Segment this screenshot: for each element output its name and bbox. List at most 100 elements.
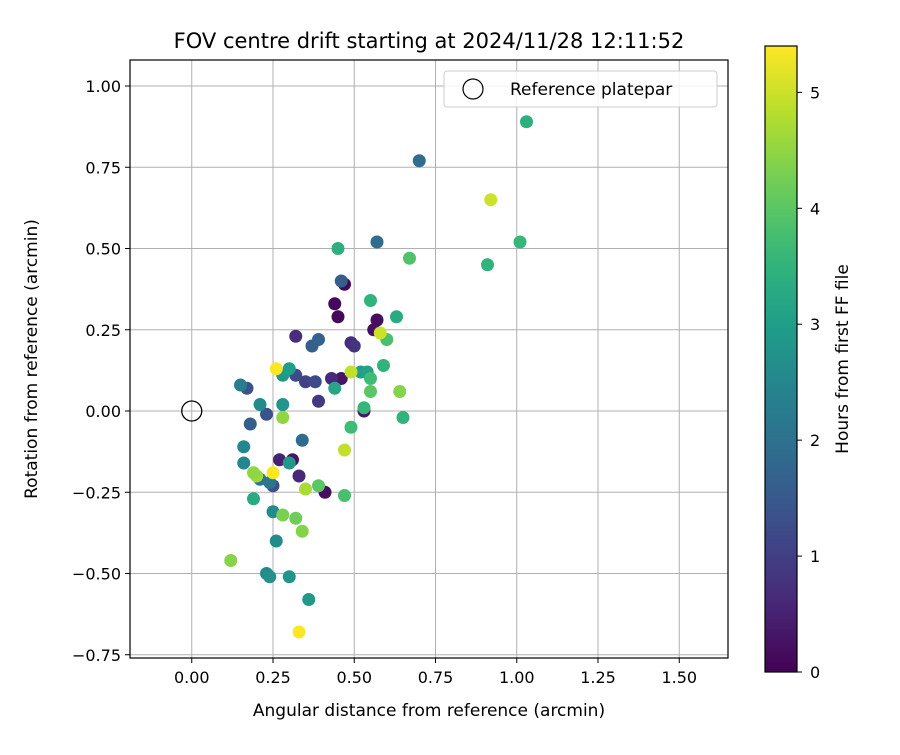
reference-platepar-marker — [181, 400, 203, 422]
colorbar-gradient — [765, 46, 797, 672]
data-point — [276, 411, 290, 424]
colorbar-tick-label: 0 — [810, 663, 820, 682]
data-point — [289, 511, 303, 525]
data-point — [364, 294, 377, 307]
colorbar-tick-label: 4 — [810, 199, 820, 218]
colorbar-tick-label: 2 — [810, 431, 820, 450]
data-point — [263, 570, 277, 584]
x-tick-label: 1.25 — [580, 668, 616, 687]
data-point — [403, 251, 416, 265]
data-point — [247, 466, 260, 480]
y-tick-label: −0.75 — [72, 646, 121, 665]
colorbar-frame — [764, 45, 798, 673]
chart-title: FOV centre drift starting at 2024/11/28 … — [174, 29, 685, 53]
data-point — [377, 359, 390, 372]
data-point — [292, 469, 306, 483]
data-point — [312, 394, 325, 408]
legend-box — [443, 70, 718, 108]
data-point — [282, 362, 296, 376]
data-point — [295, 433, 309, 447]
data-point — [253, 398, 267, 411]
data-point — [393, 385, 407, 398]
y-tick-label: −0.25 — [72, 483, 121, 502]
data-points — [224, 115, 533, 639]
data-point — [396, 411, 410, 424]
data-point — [237, 456, 251, 470]
data-point — [334, 274, 348, 288]
data-point — [302, 593, 316, 606]
data-point — [373, 326, 387, 340]
data-point — [338, 443, 351, 457]
data-point — [269, 534, 283, 548]
legend: Reference platepar — [443, 70, 718, 108]
data-point — [234, 378, 247, 392]
colorbar-tick-label: 3 — [810, 315, 820, 334]
data-point — [357, 401, 371, 415]
y-tick-label: 1.00 — [85, 77, 121, 96]
grid — [130, 60, 728, 658]
data-point — [289, 329, 303, 343]
data-point — [308, 375, 322, 389]
data-point — [390, 310, 403, 324]
colorbar-tick-label: 5 — [810, 83, 820, 102]
colorbar-label: Hours from first FF file — [833, 264, 853, 454]
data-point — [282, 456, 296, 470]
data-point — [331, 242, 345, 255]
y-tick-label: 0.00 — [85, 402, 121, 421]
y-tick-label: 0.25 — [85, 321, 121, 340]
data-point — [347, 339, 361, 353]
data-point — [364, 372, 377, 385]
x-tick-label: 0.25 — [255, 668, 291, 687]
legend-label: Reference platepar — [510, 80, 672, 100]
colorbar-tick-label: 1 — [810, 547, 820, 566]
data-point — [243, 417, 257, 431]
data-point — [484, 193, 498, 207]
data-point — [520, 115, 533, 129]
data-point — [299, 375, 312, 389]
colorbar: 0 1 2 3 4 5 Hours from first FF file — [764, 45, 853, 682]
data-point — [224, 554, 238, 567]
legend-marker-icon — [462, 78, 484, 100]
y-tick-label: 0.50 — [85, 240, 121, 259]
data-point — [312, 333, 325, 346]
plot-frame — [129, 59, 729, 659]
data-point — [247, 492, 260, 506]
data-point — [344, 420, 358, 434]
x-tick-label: 1.50 — [661, 668, 697, 687]
x-tick-label: 0.50 — [336, 668, 372, 687]
data-point — [334, 372, 348, 385]
y-tick-label: 0.75 — [85, 158, 121, 177]
data-point — [338, 489, 351, 502]
data-point — [312, 479, 325, 493]
y-tick-label: −0.50 — [72, 565, 121, 584]
data-point — [513, 235, 527, 249]
data-point — [344, 365, 358, 379]
x-axis-label: Angular distance from reference (arcmin) — [253, 701, 605, 721]
data-point — [412, 154, 426, 168]
data-point — [328, 297, 342, 311]
data-point — [299, 482, 312, 496]
axis-ticks: 0.00 0.25 0.50 0.75 1.00 1.25 1.50 −0.75 −0.50 −0… — [72, 77, 697, 687]
data-point — [481, 258, 494, 272]
data-point — [364, 385, 377, 398]
y-axis-label: Rotation from reference (arcmin) — [22, 219, 42, 499]
reference-marker-layer — [181, 400, 203, 422]
data-point — [292, 625, 306, 639]
data-point — [370, 235, 384, 249]
x-tick-label: 1.00 — [499, 668, 535, 687]
data-point — [328, 381, 342, 395]
data-point — [269, 362, 283, 376]
data-point — [266, 466, 280, 480]
data-point — [331, 310, 345, 324]
data-point — [237, 440, 251, 454]
data-point — [276, 508, 290, 522]
data-point — [295, 524, 309, 538]
x-tick-label: 0.00 — [174, 668, 210, 687]
x-tick-label: 0.75 — [418, 668, 454, 687]
data-point — [276, 398, 290, 411]
colorbar-ticks: 0 1 2 3 4 5 — [797, 83, 820, 682]
data-point — [260, 407, 273, 421]
data-point — [282, 570, 296, 584]
